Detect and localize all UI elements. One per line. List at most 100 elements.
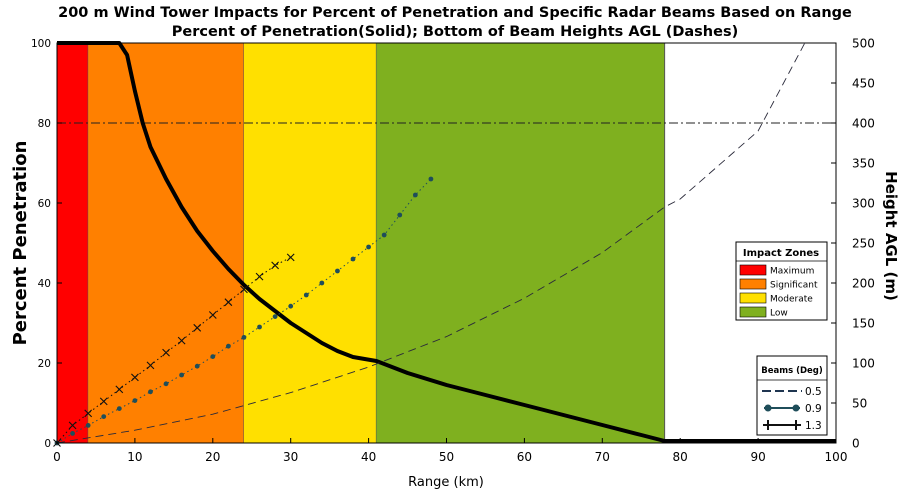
y2-axis-label: Height AGL (m)	[882, 171, 900, 301]
y2-tick-label: 450	[852, 77, 875, 91]
zone-moderate	[243, 43, 377, 443]
beam-1-3-point	[99, 397, 108, 406]
x-axis-ticks: 0 10 20 30 40 50 60 70 80 90 100	[53, 438, 847, 464]
chart-subtitle: Percent of Penetration(Solid); Bottom of…	[172, 24, 738, 40]
zone-significant	[88, 43, 244, 443]
beam-0-9-point	[366, 244, 371, 250]
legend-beam-label-1-3: 1.3	[805, 420, 822, 432]
legend-beam-1-3-marker	[763, 420, 773, 430]
beam-1-3-point	[131, 373, 139, 382]
y-axis-ticks: 0 20 40 60 80 100	[31, 38, 62, 450]
x-tick-label: 0	[53, 450, 61, 464]
beam-1-3-point	[208, 311, 217, 319]
beam-0-9-point	[101, 414, 107, 419]
beam-1-3-point	[224, 298, 233, 307]
legend-beam-label-0-5: 0.5	[805, 386, 822, 398]
beam-0-9-point	[241, 335, 247, 340]
x-tick-label: 80	[673, 450, 688, 464]
legend-zones-title: Impact Zones	[743, 248, 819, 259]
beam-0-9-point	[428, 176, 434, 182]
beam-0-9-point	[350, 256, 356, 262]
legend-zone-swatch-maximum	[739, 264, 767, 276]
y2-tick-label: 50	[852, 397, 867, 411]
beam-0-9-point	[148, 389, 153, 395]
y-tick-label: 80	[38, 118, 51, 130]
beam-0-9-point	[163, 381, 169, 387]
series-group	[53, 41, 836, 447]
beam-1-3-point	[115, 385, 124, 394]
legend-zone-label-low: Low	[770, 309, 788, 319]
x-tick-label: 100	[825, 450, 848, 464]
x-tick-label: 50	[439, 450, 454, 464]
legend-zone-swatch-moderate	[739, 292, 767, 304]
beam-1-3-point	[68, 421, 77, 430]
beam-0-9-point	[272, 314, 278, 319]
beam-0-9-point	[412, 192, 418, 198]
legend-beam-label-0-9: 0.9	[805, 403, 822, 415]
series-beam-1-3-line	[56, 256, 291, 444]
beam-0-9-point	[132, 398, 138, 403]
y-tick-label: 100	[31, 38, 51, 50]
zone-low	[376, 43, 665, 443]
beam-1-3-point	[193, 323, 202, 332]
legend-beam-0-9-marker	[792, 404, 800, 412]
beam-0-9-point	[194, 363, 200, 369]
beam-1-3-point	[286, 253, 295, 262]
beam-0-9-point	[225, 343, 231, 349]
series-beam-0-5-line	[56, 42, 806, 444]
beam-1-3-point	[240, 285, 248, 294]
y2-tick-label: 100	[852, 357, 875, 371]
zone-maximum	[57, 43, 89, 443]
beam-1-3-point	[84, 409, 93, 418]
y2-tick-label: 350	[852, 157, 875, 171]
beam-1-3-point	[177, 336, 186, 345]
y2-tick-label: 200	[852, 277, 875, 291]
legend-beams: Beams (Deg) 0.5 0.9 1.3	[756, 355, 828, 436]
beam-0-9-point	[288, 303, 294, 309]
beam-0-9-point	[319, 280, 325, 286]
beam-0-9-point	[116, 406, 122, 411]
beam-0-9-point	[397, 212, 403, 218]
legend-zone-label-significant: Significant	[770, 281, 818, 291]
y-axis-label: Percent Penetration	[10, 141, 31, 346]
legend-impact-zones: Impact Zones Maximum Significant Moderate L…	[735, 241, 828, 321]
beam-1-3-point	[162, 348, 170, 357]
beam-1-3-point	[146, 361, 155, 370]
x-tick-label: 30	[283, 450, 298, 464]
beam-0-9-point	[257, 324, 262, 330]
x-axis-label: Range (km)	[408, 475, 484, 490]
x-tick-label: 10	[127, 450, 142, 464]
y-tick-label: 60	[38, 198, 51, 210]
legend-beams-title: Beams (Deg)	[761, 366, 823, 376]
beam-0-9-point	[210, 354, 216, 359]
legend-zone-label-maximum: Maximum	[770, 267, 814, 277]
y-tick-label: 0	[44, 438, 51, 450]
beam-0-9-point	[179, 372, 185, 378]
x-tick-label: 20	[205, 450, 220, 464]
y2-tick-label: 400	[852, 117, 875, 131]
legend-zone-label-moderate: Moderate	[770, 295, 813, 305]
legend-zone-swatch-significant	[739, 278, 767, 290]
series-percent-penetration-line	[57, 41, 836, 443]
x-tick-label: 60	[517, 450, 532, 464]
chart-title: 200 m Wind Tower Impacts for Percent of …	[58, 5, 852, 21]
beam-1-3-point	[271, 261, 280, 270]
beam-0-9-point	[381, 232, 387, 238]
legend-beam-0-9-marker	[764, 404, 772, 412]
beam-0-9-point	[335, 268, 340, 274]
x-tick-label: 40	[361, 450, 376, 464]
y2-tick-label: 150	[852, 317, 875, 331]
y2-tick-label: 500	[852, 37, 875, 51]
x-tick-label: 70	[595, 450, 610, 464]
y2-axis-ticks: 0 50 100 150 200 250 300 350 400 450 500	[831, 37, 875, 451]
beam-1-3-point	[255, 272, 264, 281]
y-tick-label: 40	[38, 278, 51, 290]
y2-tick-label: 300	[852, 197, 875, 211]
impact-zones	[57, 43, 666, 443]
legend-zone-swatch-low	[739, 306, 767, 318]
beam-0-9-point	[303, 292, 309, 298]
y2-tick-label: 250	[852, 237, 875, 251]
y2-tick-label: 0	[852, 437, 860, 451]
y-tick-label: 20	[38, 358, 51, 370]
